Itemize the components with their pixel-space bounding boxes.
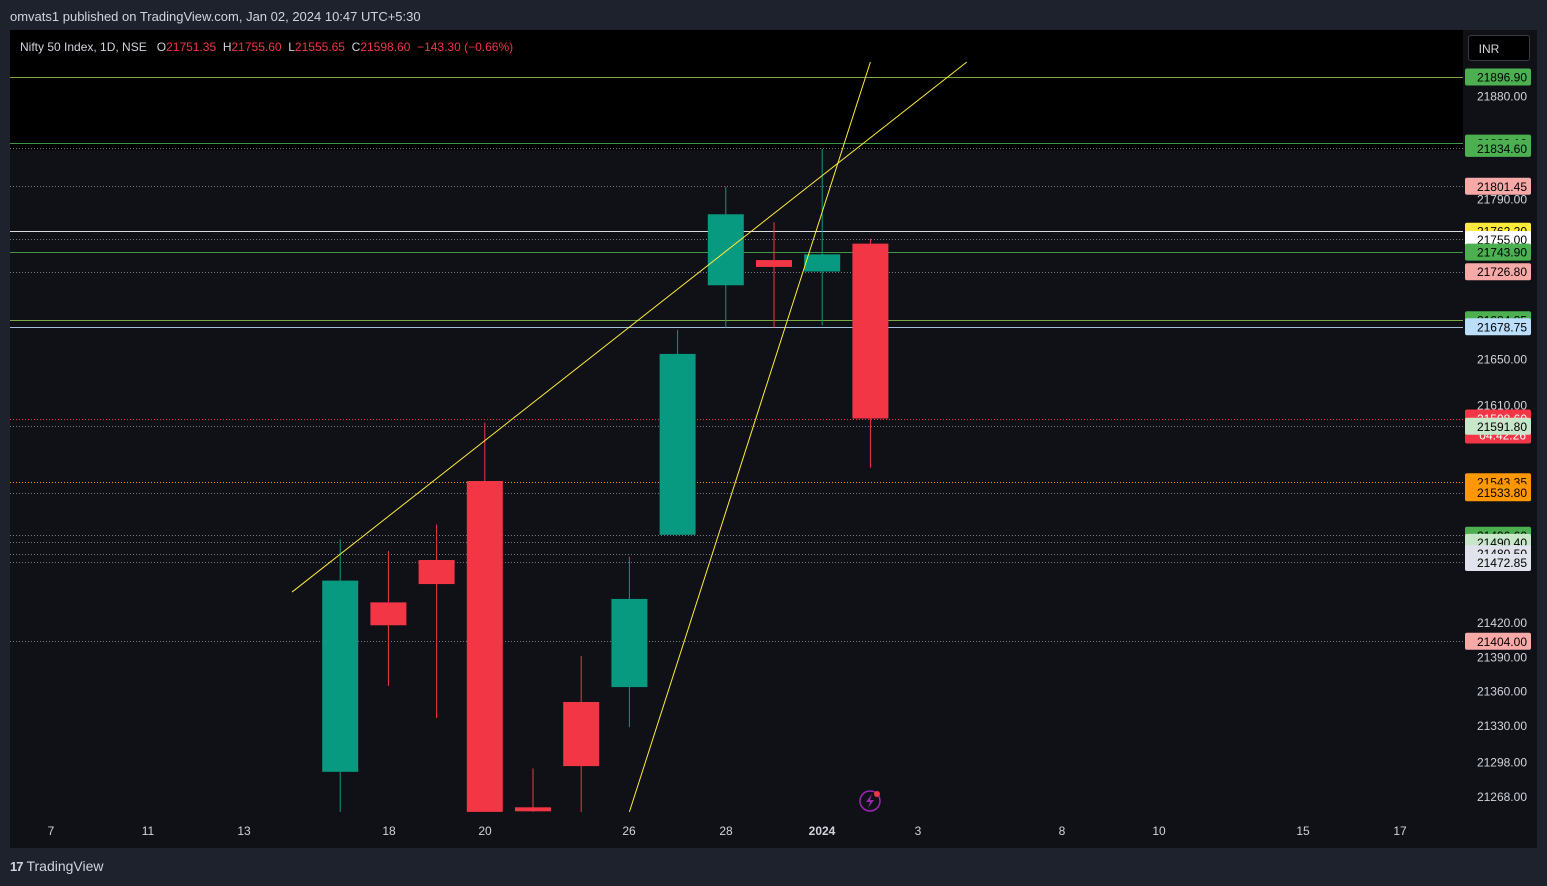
- price-badge: [1465, 632, 1531, 650]
- candle-body[interactable]: [659, 353, 696, 535]
- x-tick-label: 2024: [809, 824, 836, 838]
- chart-panel[interactable]: [10, 30, 1537, 848]
- high-value: 21755.60: [231, 40, 282, 54]
- candle-body[interactable]: [418, 560, 455, 585]
- x-tick-label: 20: [478, 824, 492, 838]
- symbol-title[interactable]: Nifty 50 Index, 1D, NSE: [20, 40, 147, 54]
- x-tick-label: 8: [1059, 824, 1066, 838]
- price-badge: [1465, 177, 1531, 195]
- price-badge: [1465, 68, 1531, 86]
- y-tick-label: 21268.00: [1477, 790, 1527, 804]
- close-value: 21598.60: [360, 40, 411, 54]
- price-badge-label: 21896.90: [1477, 71, 1527, 85]
- price-badge-label: 21834.60: [1477, 142, 1527, 156]
- x-tick-label: 26: [622, 824, 636, 838]
- y-tick-label: 21420.00: [1477, 616, 1527, 630]
- open-value: 21751.35: [166, 40, 217, 54]
- candle-body[interactable]: [322, 580, 359, 772]
- event-lightning-icon: [866, 794, 874, 808]
- candle-body[interactable]: [611, 598, 648, 688]
- publisher-info: omvats1 published on TradingView.com, Ja…: [10, 9, 421, 24]
- low-value: 21555.65: [294, 40, 345, 54]
- trendline[interactable]: [291, 61, 968, 593]
- currency-button[interactable]: INR: [1468, 35, 1530, 61]
- price-badge-label: 21755.00: [1477, 233, 1527, 247]
- price-badge-label: 21743.90: [1477, 246, 1527, 260]
- x-tick-label: 3: [915, 824, 922, 838]
- candle-body[interactable]: [756, 260, 792, 267]
- tradingview-logo-icon: 17: [10, 858, 24, 874]
- price-badge-label: 21533.80: [1477, 486, 1527, 500]
- price-badge-label: 21591.80: [1477, 420, 1527, 434]
- candle-body[interactable]: [466, 481, 503, 812]
- ohlc-legend: Nifty 50 Index, 1D, NSE O21751.35 H21755…: [20, 40, 513, 54]
- price-badge: [1465, 139, 1531, 157]
- trendline[interactable]: [628, 61, 871, 813]
- upper-shaded-zone: [10, 30, 1463, 150]
- y-tick-label: 21880.00: [1477, 89, 1527, 103]
- y-tick-label: 21610.00: [1477, 398, 1527, 412]
- close-label: C: [351, 40, 361, 54]
- price-badge: [1465, 553, 1531, 571]
- candle-body[interactable]: [804, 254, 841, 272]
- x-tick-label: 17: [1393, 824, 1407, 838]
- price-badge-label: 21678.75: [1477, 320, 1527, 334]
- price-badge-label: 21726.80: [1477, 265, 1527, 279]
- low-label: L: [288, 40, 295, 54]
- y-tick-label: 21390.00: [1477, 650, 1527, 664]
- x-tick-label: 28: [719, 824, 733, 838]
- y-tick-label: 21330.00: [1477, 719, 1527, 733]
- high-label: H: [222, 40, 232, 54]
- y-tick-label: 21790.00: [1477, 192, 1527, 206]
- candle-body[interactable]: [515, 807, 551, 812]
- price-badge-label: 21801.45: [1477, 180, 1527, 194]
- price-badge: [1465, 243, 1531, 261]
- time-axis[interactable]: [10, 815, 1463, 848]
- x-tick-label: 18: [382, 824, 396, 838]
- price-badge: [1465, 318, 1531, 336]
- x-tick-label: 10: [1152, 824, 1166, 838]
- price-badge: [1465, 417, 1531, 435]
- price-badge-label: 21472.85: [1477, 556, 1527, 570]
- y-tick-label: 21650.00: [1477, 353, 1527, 367]
- candle-body[interactable]: [370, 602, 407, 626]
- open-label: O: [156, 40, 167, 54]
- event-badge-icon: [874, 791, 880, 797]
- candle-body[interactable]: [852, 243, 889, 419]
- event-lightning-icon[interactable]: [859, 790, 881, 812]
- footer-brand[interactable]: 17 TradingView: [10, 858, 104, 874]
- x-tick-label: 7: [48, 824, 55, 838]
- price-badge: [1465, 263, 1531, 281]
- candle-body[interactable]: [707, 214, 744, 286]
- y-tick-label: 21298.00: [1477, 756, 1527, 770]
- footer-brand-label: TradingView: [26, 858, 104, 874]
- x-tick-label: 13: [237, 824, 251, 838]
- candle-body[interactable]: [563, 701, 600, 767]
- x-tick-label: 15: [1296, 824, 1310, 838]
- price-badge: [1465, 484, 1531, 502]
- y-tick-label: 21360.00: [1477, 685, 1527, 699]
- x-tick-label: 11: [142, 824, 155, 838]
- price-badge-label: 21404.00: [1477, 635, 1527, 649]
- change-value: −143.30 (−0.66%): [417, 40, 514, 54]
